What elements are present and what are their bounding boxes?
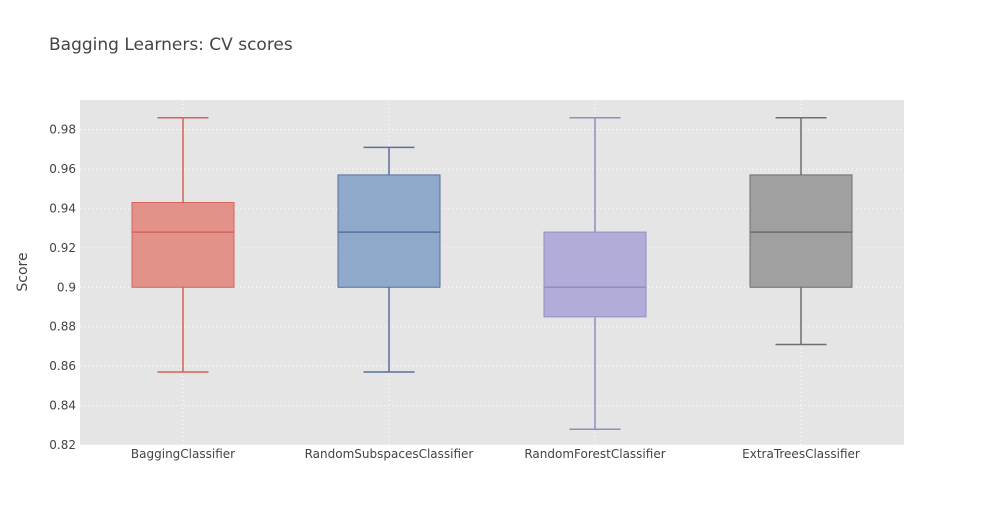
chart-title: Bagging Learners: CV scores <box>49 35 293 55</box>
y-tick-label: 0.82 <box>49 438 76 452</box>
box-plot <box>131 116 235 373</box>
x-tick-label: ExtraTreesClassifier <box>742 447 860 461</box>
box-series <box>131 116 853 430</box>
y-axis-title: Score <box>15 252 31 291</box>
y-tick-label: 0.92 <box>49 241 76 255</box>
x-tick-label: RandomSubspacesClassifier <box>305 447 474 461</box>
box-plot <box>749 116 853 346</box>
y-tick-label: 0.88 <box>49 320 76 334</box>
box-iqr <box>543 231 647 318</box>
y-tick-label: 0.94 <box>49 201 76 215</box>
box-plot <box>543 116 647 430</box>
x-tick-label: RandomForestClassifier <box>524 447 665 461</box>
box-iqr <box>749 174 853 288</box>
y-tick-label: 0.86 <box>49 359 76 373</box>
x-axis-ticks: BaggingClassifier RandomSubspacesClassifi… <box>131 447 860 461</box>
box-iqr <box>337 174 441 288</box>
box-iqr <box>131 202 235 288</box>
box-plot <box>337 146 441 373</box>
y-tick-label: 0.9 <box>57 280 76 294</box>
y-axis-ticks: 0.82 0.84 0.86 0.88 0.9 0.92 0.94 0.96 0.98 <box>49 123 76 452</box>
y-tick-label: 0.96 <box>49 162 76 176</box>
y-tick-label: 0.84 <box>49 399 76 413</box>
x-tick-label: BaggingClassifier <box>131 447 235 461</box>
y-tick-label: 0.98 <box>49 123 76 137</box>
